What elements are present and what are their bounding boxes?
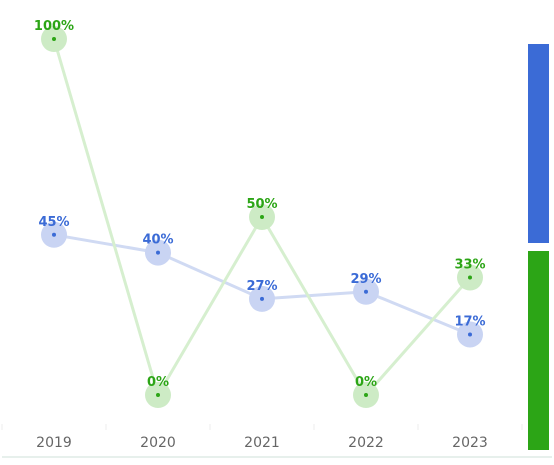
data-label: 100% bbox=[34, 19, 74, 34]
data-label: 27% bbox=[246, 279, 277, 294]
x-tick-label: 2023 bbox=[452, 435, 488, 451]
data-label: 0% bbox=[355, 375, 377, 390]
data-points bbox=[52, 37, 472, 397]
x-tick-labels: 2019 2020 2021 2022 2023 bbox=[36, 435, 488, 451]
data-label: 50% bbox=[246, 197, 277, 212]
data-point bbox=[260, 296, 264, 301]
data-label: 45% bbox=[38, 215, 69, 230]
x-tick-label: 2020 bbox=[140, 435, 176, 451]
data-point bbox=[156, 393, 160, 397]
data-point bbox=[52, 232, 56, 237]
data-label: 0% bbox=[147, 375, 169, 390]
x-tick-label: 2021 bbox=[244, 435, 280, 451]
x-axis bbox=[1, 424, 552, 458]
x-tick-label: 2022 bbox=[348, 435, 384, 451]
data-point bbox=[468, 275, 472, 280]
data-label: 29% bbox=[350, 272, 381, 287]
data-labels: 45% 40% 27% 29% 17% 100% 0% 50% 0% 33% bbox=[34, 19, 486, 390]
data-point bbox=[364, 289, 368, 294]
data-point bbox=[260, 215, 264, 219]
x-tick-label: 2019 bbox=[36, 435, 72, 451]
data-point bbox=[468, 332, 472, 337]
legend-bar-series-2 bbox=[528, 251, 549, 450]
data-label: 40% bbox=[142, 233, 173, 248]
legend-bar-series-1 bbox=[528, 44, 549, 243]
legend-bars bbox=[528, 44, 549, 450]
data-point bbox=[364, 393, 368, 397]
data-point bbox=[52, 37, 56, 41]
data-label: 17% bbox=[454, 314, 485, 329]
data-point bbox=[156, 250, 160, 255]
data-label: 33% bbox=[454, 258, 485, 273]
